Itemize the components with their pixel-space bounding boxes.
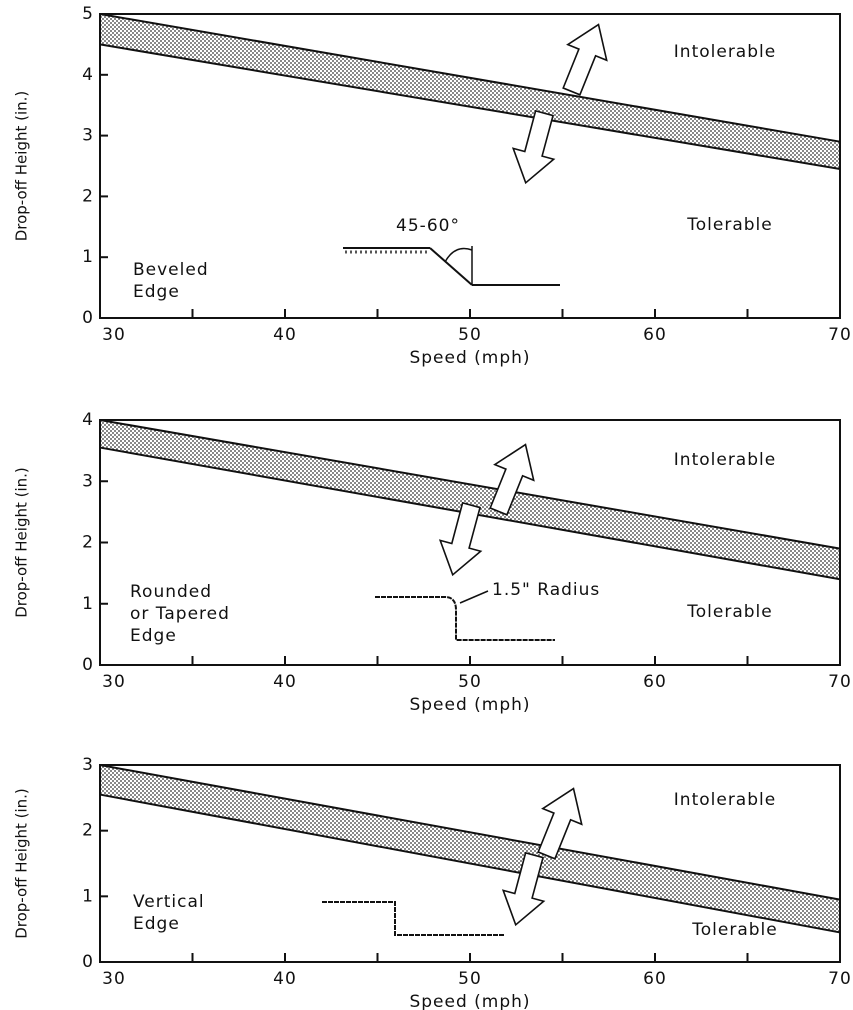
x-tick-label: 70	[828, 325, 852, 345]
y-tick-label: 1	[82, 594, 94, 614]
x-tick-label: 40	[273, 672, 297, 692]
annotation: Edge	[133, 282, 180, 302]
x-tick-label: 60	[643, 969, 667, 989]
band-boundary	[99, 13, 841, 143]
y-tick-label: 4	[82, 410, 94, 430]
annotation: 1.5" Radius	[492, 580, 600, 600]
x-tick-label: 60	[643, 672, 667, 692]
annotation: Intolerable	[674, 42, 776, 62]
y-tick-label: 2	[82, 821, 94, 841]
annotation: or Tapered	[130, 604, 230, 624]
annotation: Rounded	[130, 582, 212, 602]
direction-arrow	[438, 501, 483, 577]
y-tick-label: 0	[82, 952, 94, 972]
x-tick-label: 30	[102, 969, 126, 989]
y-tick-label: 2	[82, 186, 94, 206]
y-axis-label: Drop-off Height (in.)	[13, 788, 31, 939]
x-tick-label: 70	[828, 969, 852, 989]
annotation: Tolerable	[686, 602, 772, 622]
tolerance-band	[100, 765, 840, 933]
direction-arrow	[537, 787, 583, 860]
x-tick-label: 50	[458, 672, 482, 692]
edge-profile	[322, 901, 505, 936]
y-tick-label: 3	[82, 755, 94, 775]
x-tick-label: 60	[643, 325, 667, 345]
x-tick-label: 30	[102, 672, 126, 692]
radius-leader	[459, 590, 489, 604]
x-tick-label: 70	[828, 672, 852, 692]
x-tick-label: 40	[273, 325, 297, 345]
y-tick-label: 3	[82, 126, 94, 146]
x-tick-label: 50	[458, 969, 482, 989]
direction-arrow	[489, 443, 535, 516]
x-tick-label: 50	[458, 325, 482, 345]
annotation: Tolerable	[686, 215, 772, 235]
annotation: Edge	[133, 914, 180, 934]
annotation: Beveled	[133, 260, 209, 280]
band-boundary	[99, 419, 841, 550]
y-tick-label: 2	[82, 533, 94, 553]
y-tick-label: 0	[82, 308, 94, 328]
direction-arrow	[562, 23, 608, 96]
band-boundary	[99, 43, 841, 171]
annotation: Tolerable	[691, 920, 777, 940]
annotation: Vertical	[133, 892, 205, 912]
direction-arrow	[511, 109, 556, 185]
x-tick-label: 40	[273, 969, 297, 989]
x-tick-label: 30	[102, 325, 126, 345]
y-tick-label: 4	[82, 65, 94, 85]
annotation: 45-60°	[396, 216, 460, 236]
x-axis-label: Speed (mph)	[409, 992, 530, 1010]
direction-arrow	[501, 851, 546, 927]
edge-profile	[375, 596, 555, 641]
edge-bevel	[429, 247, 473, 286]
band-boundary	[99, 764, 841, 901]
y-tick-label: 1	[82, 247, 94, 267]
band-boundary	[99, 793, 841, 934]
tolerance-band	[100, 14, 840, 170]
y-tick-label: 5	[82, 4, 94, 24]
y-axis-label: Drop-off Height (in.)	[13, 467, 31, 618]
tolerance-band	[100, 420, 840, 580]
annotation: Intolerable	[674, 790, 776, 810]
y-tick-label: 1	[82, 886, 94, 906]
y-axis-label: Drop-off Height (in.)	[13, 91, 31, 242]
x-axis-label: Speed (mph)	[409, 348, 530, 368]
annotation: Edge	[130, 626, 177, 646]
x-axis-label: Speed (mph)	[409, 695, 530, 715]
y-tick-label: 3	[82, 471, 94, 491]
annotation: Intolerable	[674, 450, 776, 470]
y-tick-label: 0	[82, 655, 94, 675]
angle-arc	[444, 247, 473, 263]
